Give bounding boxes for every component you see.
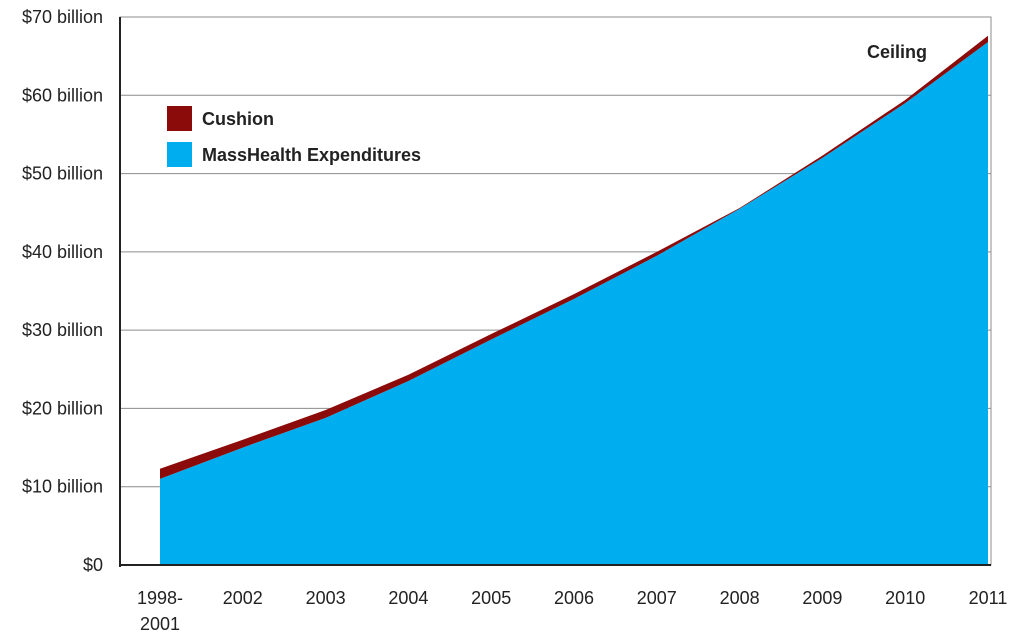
x-tick-label: 2011: [969, 588, 1008, 608]
x-tick-label: 2005: [471, 588, 511, 608]
x-tick-label: 2002: [223, 588, 263, 608]
y-tick-label: $70 billion: [22, 7, 103, 27]
area-series: [160, 35, 988, 566]
axes: [119, 16, 992, 567]
x-tick-label: 2009: [802, 588, 842, 608]
area-masshealth-expenditures: [160, 42, 988, 566]
legend-label: Cushion: [202, 109, 274, 129]
y-tick-label: $0: [83, 555, 103, 575]
x-tick-label: 2010: [885, 588, 925, 608]
x-tick-label: 2007: [637, 588, 677, 608]
x-axis-ticks: 1998-2001 2002 2003 2004 2005 2006 2007 2008 200…: [137, 588, 1007, 634]
legend-swatch: [167, 142, 192, 167]
y-tick-label: $60 billion: [22, 85, 103, 105]
annotations: Ceiling: [867, 42, 927, 62]
legend-swatch: [167, 106, 192, 131]
legend: Cushion MassHealth Expenditures: [167, 106, 421, 167]
y-tick-label: $40 billion: [22, 242, 103, 262]
x-tick-label: 2008: [720, 588, 760, 608]
x-tick-label: 2003: [306, 588, 346, 608]
y-tick-label: $50 billion: [22, 164, 103, 184]
y-tick-label: $10 billion: [22, 477, 103, 497]
ceiling-annotation: Ceiling: [867, 42, 927, 62]
y-axis-ticks: $0 $10 billion $20 billion $30 billion $40 b…: [22, 7, 103, 575]
legend-label: MassHealth Expenditures: [202, 145, 421, 165]
y-tick-label: $20 billion: [22, 398, 103, 418]
x-tick-label: 2006: [554, 588, 594, 608]
x-tick-label: 2004: [388, 588, 428, 608]
y-tick-label: $30 billion: [22, 320, 103, 340]
x-tick-label: 1998-2001: [137, 588, 183, 634]
